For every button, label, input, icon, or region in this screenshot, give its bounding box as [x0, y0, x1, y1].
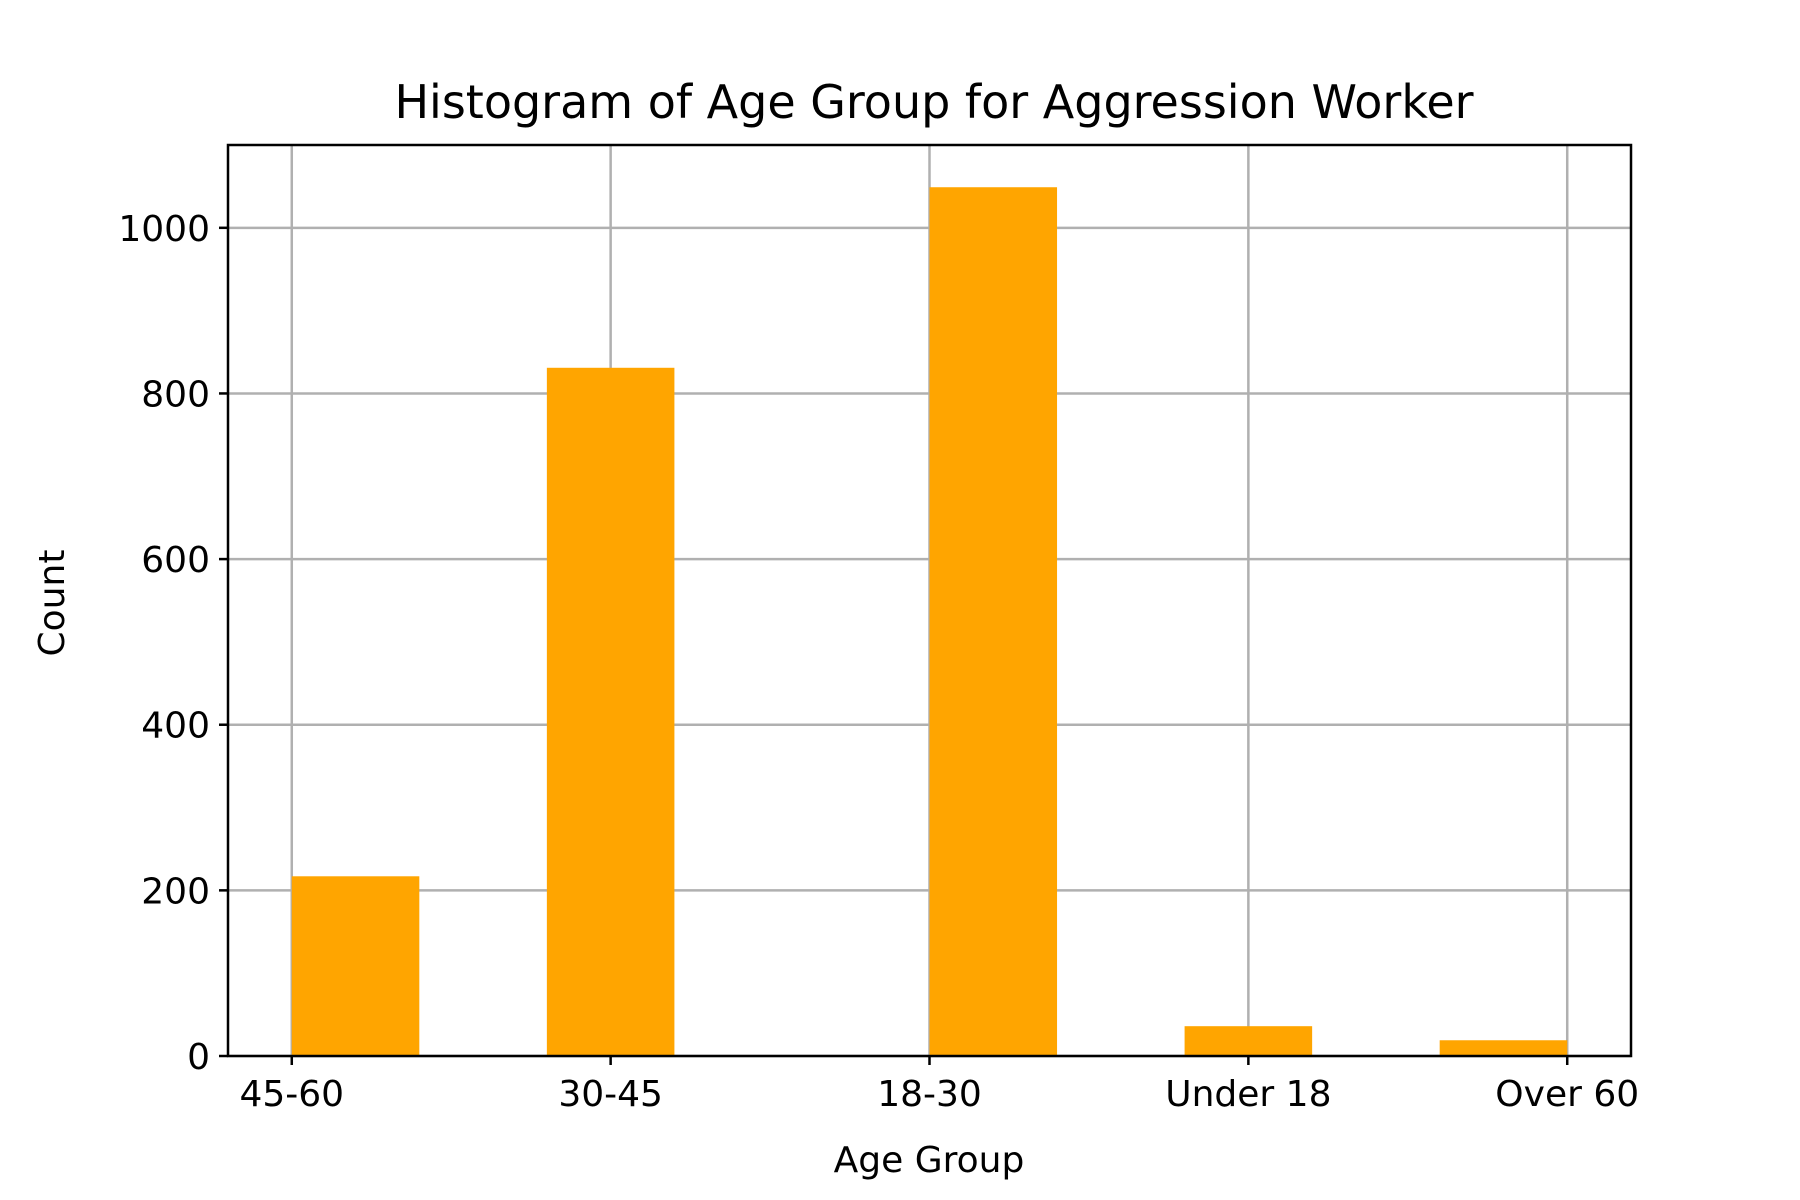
histogram-bar	[1184, 1026, 1313, 1056]
x-tick-labels: 45-60 30-45 18-30 Under 18 Over 60	[239, 1074, 1639, 1115]
chart-title: Histogram of Age Group for Aggression Wo…	[394, 75, 1473, 129]
y-tick-label: 400	[141, 706, 210, 747]
ticks	[219, 226, 1569, 1065]
histogram-bar	[291, 876, 420, 1056]
x-tick-label: 45-60	[239, 1074, 344, 1115]
y-tick-labels: 0 200 400 600 800 1000	[118, 209, 210, 1078]
x-tick-label: 30-45	[558, 1074, 663, 1115]
x-tick-label: 18-30	[877, 1074, 982, 1115]
histogram-bar	[546, 367, 675, 1057]
x-axis-label: Age Group	[834, 1140, 1025, 1181]
histogram-bar	[929, 187, 1058, 1056]
x-tick-label: Under 18	[1165, 1074, 1331, 1115]
y-tick-label: 1000	[118, 209, 210, 250]
histogram-bar	[1439, 1040, 1568, 1056]
x-tick-label: Over 60	[1495, 1074, 1639, 1115]
y-tick-label: 600	[141, 540, 210, 581]
y-tick-label: 200	[141, 871, 210, 912]
y-tick-label: 800	[141, 374, 210, 415]
bars	[291, 187, 1568, 1057]
y-axis-label: Count	[32, 550, 73, 657]
y-tick-label: 0	[187, 1037, 210, 1078]
